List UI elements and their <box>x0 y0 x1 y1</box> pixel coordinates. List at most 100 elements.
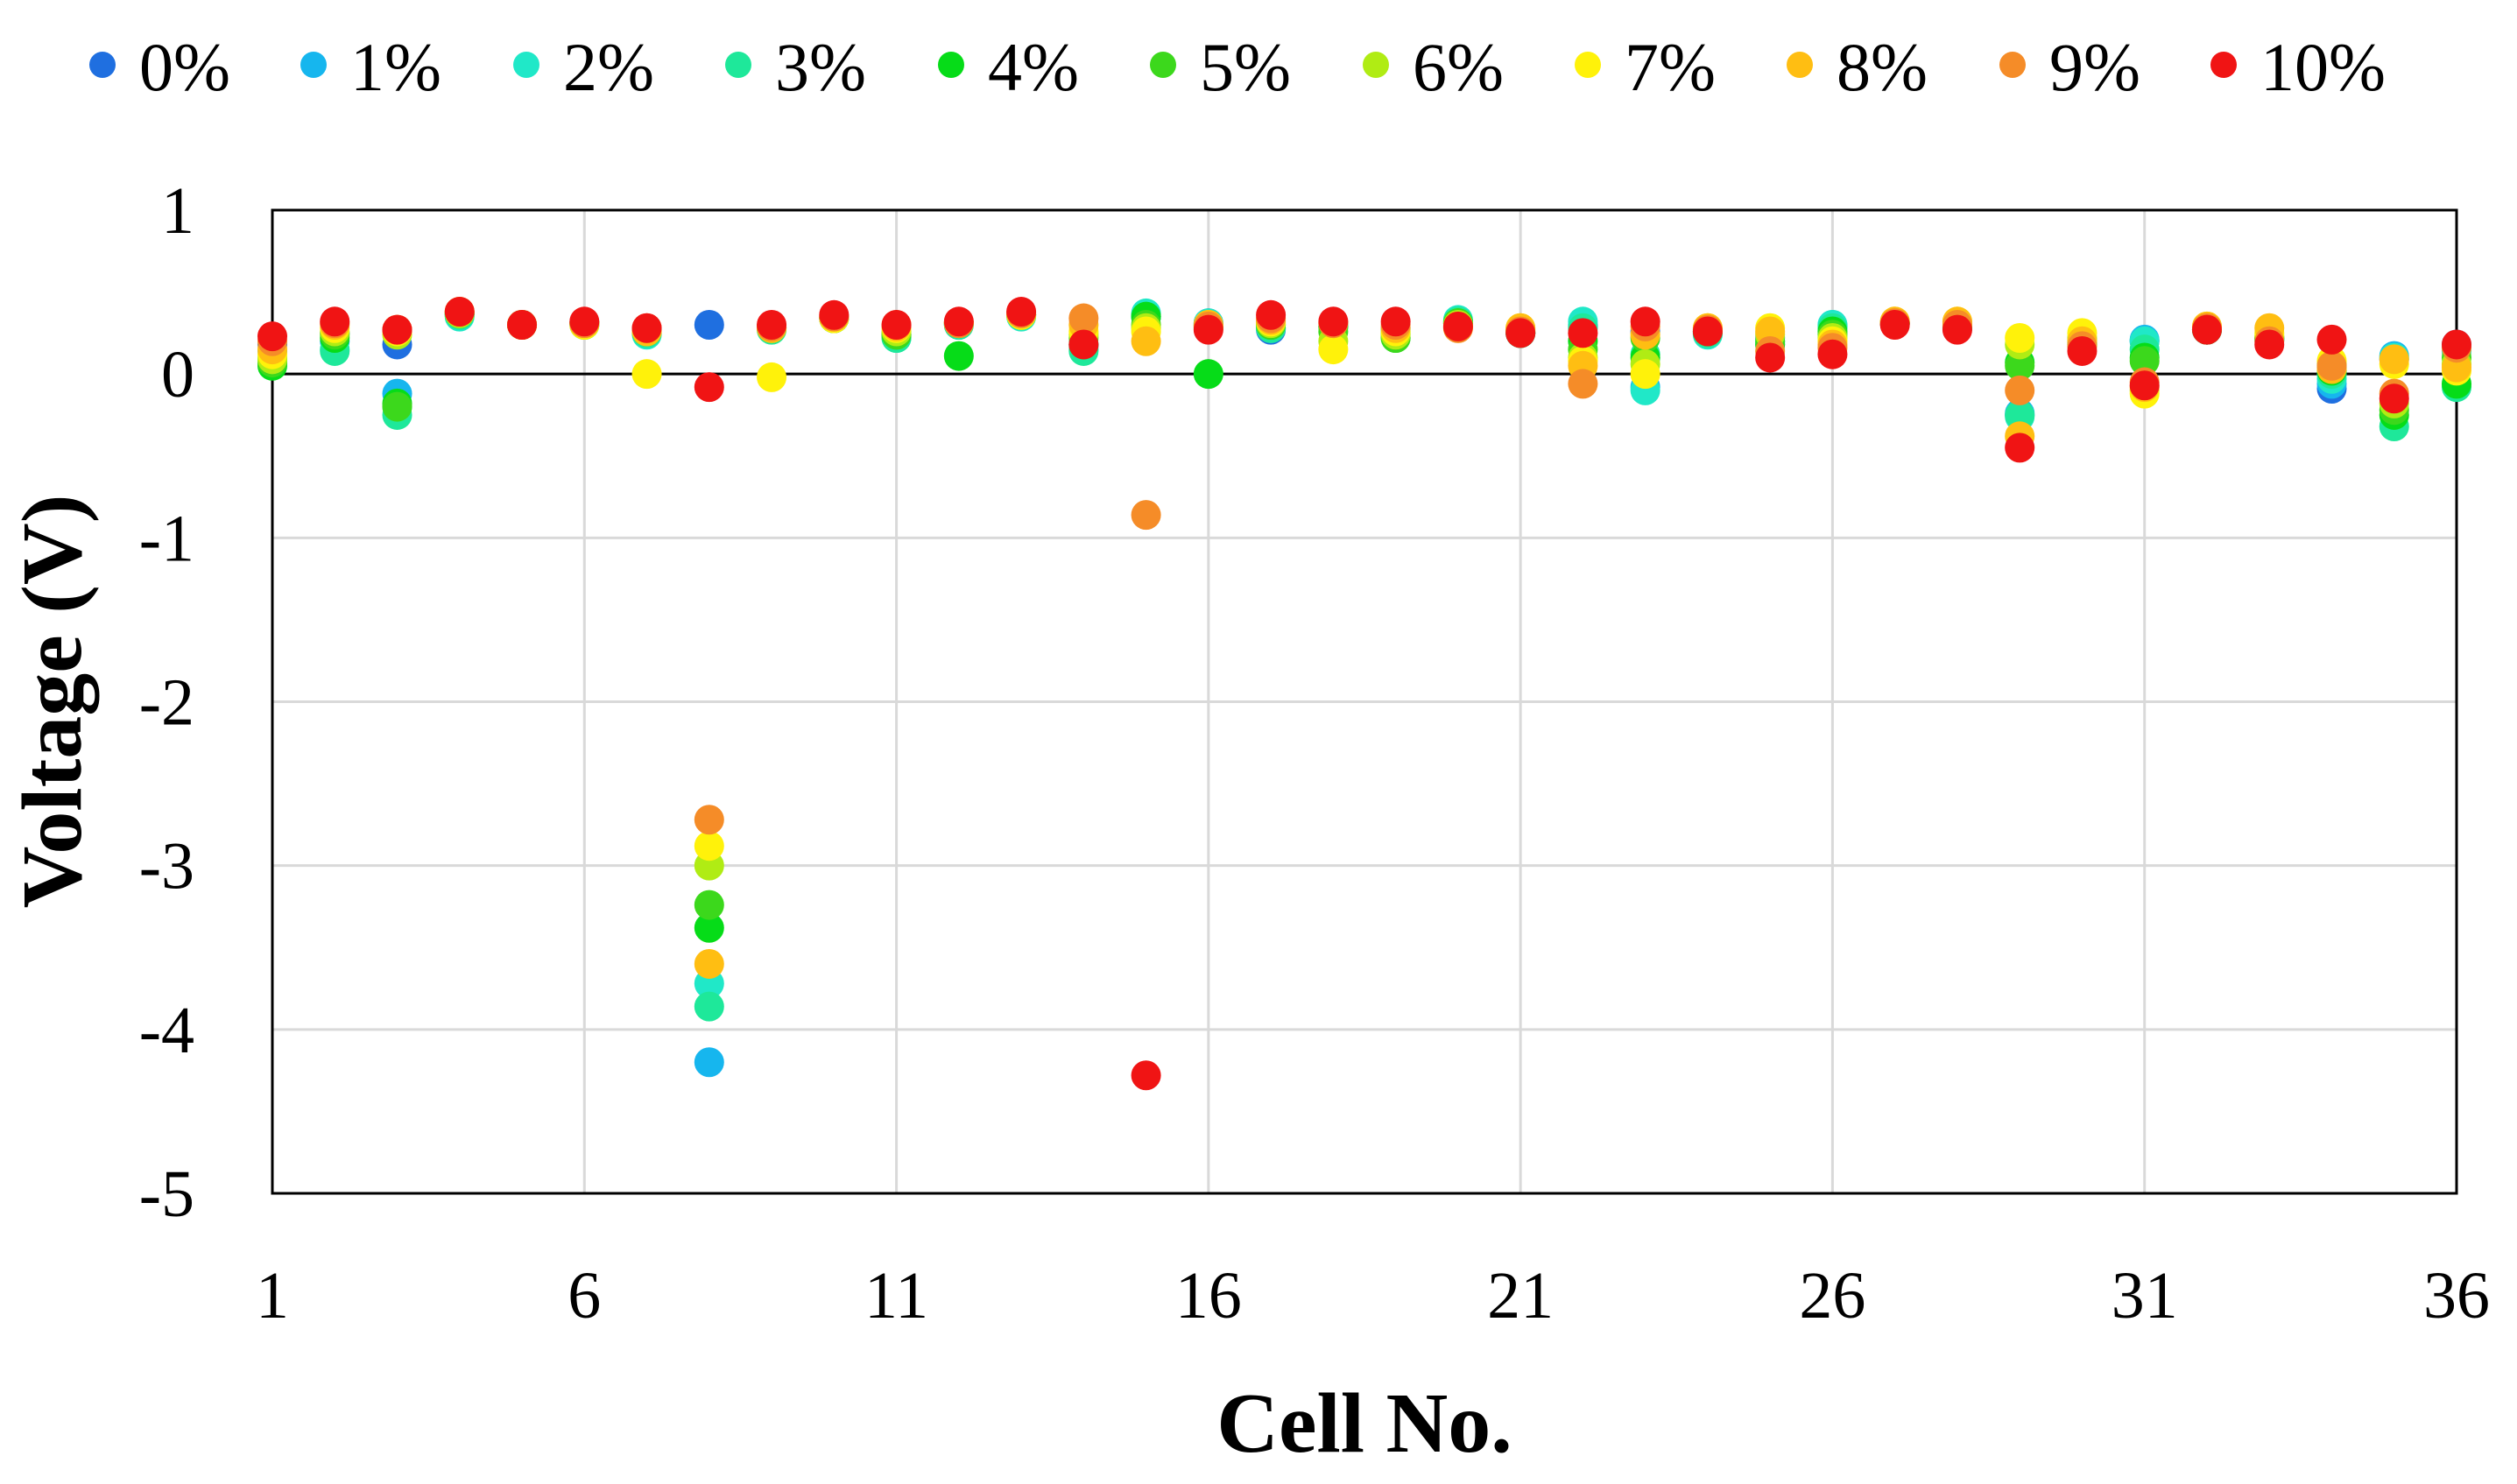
data-point <box>1692 316 1723 347</box>
legend-marker <box>300 52 327 78</box>
data-point <box>2379 344 2409 375</box>
data-point <box>507 310 538 341</box>
data-point <box>694 805 724 835</box>
legend-item: 9% <box>1999 29 2140 105</box>
series-10pct <box>257 297 2471 1091</box>
legend-marker <box>1150 52 1176 78</box>
y-tick-label: -4 <box>139 994 194 1067</box>
data-point <box>1380 306 1411 337</box>
data-point <box>1755 342 1786 373</box>
data-point <box>1318 306 1349 337</box>
data-point <box>631 359 662 390</box>
data-point <box>1131 500 1161 531</box>
x-axis-ticks: 1 6 11 16 21 26 31 36 <box>256 1259 2490 1333</box>
legend-item: 4% <box>938 29 1079 105</box>
y-tick-label: -1 <box>139 502 194 575</box>
data-point <box>943 341 974 371</box>
data-point <box>1068 329 1099 360</box>
data-point <box>1879 310 1910 341</box>
data-point <box>1131 1060 1161 1091</box>
legend-marker <box>938 52 964 78</box>
legend: 0% 1% 2% 3% 4% 5% 6% 7% 8% 9% 10% <box>89 29 2386 105</box>
x-tick-label: 11 <box>864 1259 928 1333</box>
data-point <box>2442 329 2471 360</box>
legend-item: 1% <box>300 29 441 105</box>
x-tick-label: 6 <box>568 1259 601 1333</box>
data-point <box>694 310 724 341</box>
legend-marker <box>725 52 751 78</box>
data-point <box>1505 318 1536 348</box>
data-point <box>257 321 287 352</box>
data-point <box>382 314 412 345</box>
legend-label: 10% <box>2260 29 2386 105</box>
data-point <box>1131 326 1161 356</box>
data-point <box>1568 318 1598 348</box>
legend-item: 0% <box>89 29 230 105</box>
data-point <box>694 372 724 403</box>
y-tick-label: 1 <box>161 174 194 248</box>
legend-marker <box>2210 52 2237 78</box>
data-point <box>2129 370 2160 401</box>
data-point <box>1006 297 1037 327</box>
y-axis-title: Voltage (V) <box>5 495 100 909</box>
data-point <box>1318 334 1349 365</box>
y-tick-label: 0 <box>161 338 194 411</box>
data-point <box>382 391 412 422</box>
data-point <box>1817 339 1848 369</box>
legend-item: 8% <box>1787 29 1928 105</box>
legend-label: 5% <box>1200 29 1291 105</box>
data-point <box>1442 311 1473 341</box>
data-point <box>2379 383 2409 414</box>
data-point <box>444 297 475 327</box>
legend-label: 0% <box>139 29 230 105</box>
data-point <box>694 912 724 943</box>
data-point <box>2067 335 2098 366</box>
data-point <box>631 313 662 343</box>
x-axis-title: Cell No. <box>1216 1376 1512 1471</box>
data-point <box>757 310 787 341</box>
legend-item: 6% <box>1363 29 1504 105</box>
data-point <box>694 831 724 862</box>
series-1pct <box>257 299 2471 1078</box>
data-point <box>1630 306 1660 337</box>
data-point <box>757 362 787 392</box>
data-point <box>2316 350 2347 381</box>
y-tick-label: -2 <box>139 666 194 740</box>
data-point <box>2191 314 2222 345</box>
data-point <box>2005 399 2035 430</box>
legend-label: 9% <box>2049 29 2140 105</box>
x-tick-label: 16 <box>1175 1259 1242 1333</box>
data-point <box>1193 314 1223 345</box>
data-points <box>257 297 2471 1091</box>
data-point <box>2005 350 2035 381</box>
data-point <box>2316 324 2347 355</box>
y-axis-ticks: 1 0 -1 -2 -3 -4 -5 <box>139 174 194 1231</box>
legend-label: 6% <box>1413 29 1504 105</box>
legend-label: 3% <box>775 29 866 105</box>
data-point <box>1068 303 1099 334</box>
x-tick-label: 21 <box>1487 1259 1554 1333</box>
legend-item: 10% <box>2210 29 2386 105</box>
data-point <box>2005 433 2035 463</box>
data-point <box>569 306 600 337</box>
data-point <box>819 299 850 330</box>
legend-label: 8% <box>1837 29 1928 105</box>
legend-item: 7% <box>1575 29 1716 105</box>
x-tick-label: 36 <box>2423 1259 2490 1333</box>
data-point <box>1193 359 1223 390</box>
data-point <box>694 991 724 1022</box>
legend-label: 1% <box>350 29 441 105</box>
data-point <box>2129 346 2160 376</box>
data-point <box>2005 375 2035 405</box>
gridlines <box>271 208 2458 1195</box>
data-point <box>1256 299 1287 330</box>
legend-item: 5% <box>1150 29 1291 105</box>
legend-marker <box>89 52 116 78</box>
data-point <box>694 890 724 920</box>
legend-marker <box>1999 52 2026 78</box>
x-tick-label: 26 <box>1799 1259 1865 1333</box>
data-point <box>320 306 350 337</box>
legend-marker <box>1787 52 1813 78</box>
legend-marker <box>1363 52 1389 78</box>
y-tick-label: -5 <box>139 1157 194 1231</box>
